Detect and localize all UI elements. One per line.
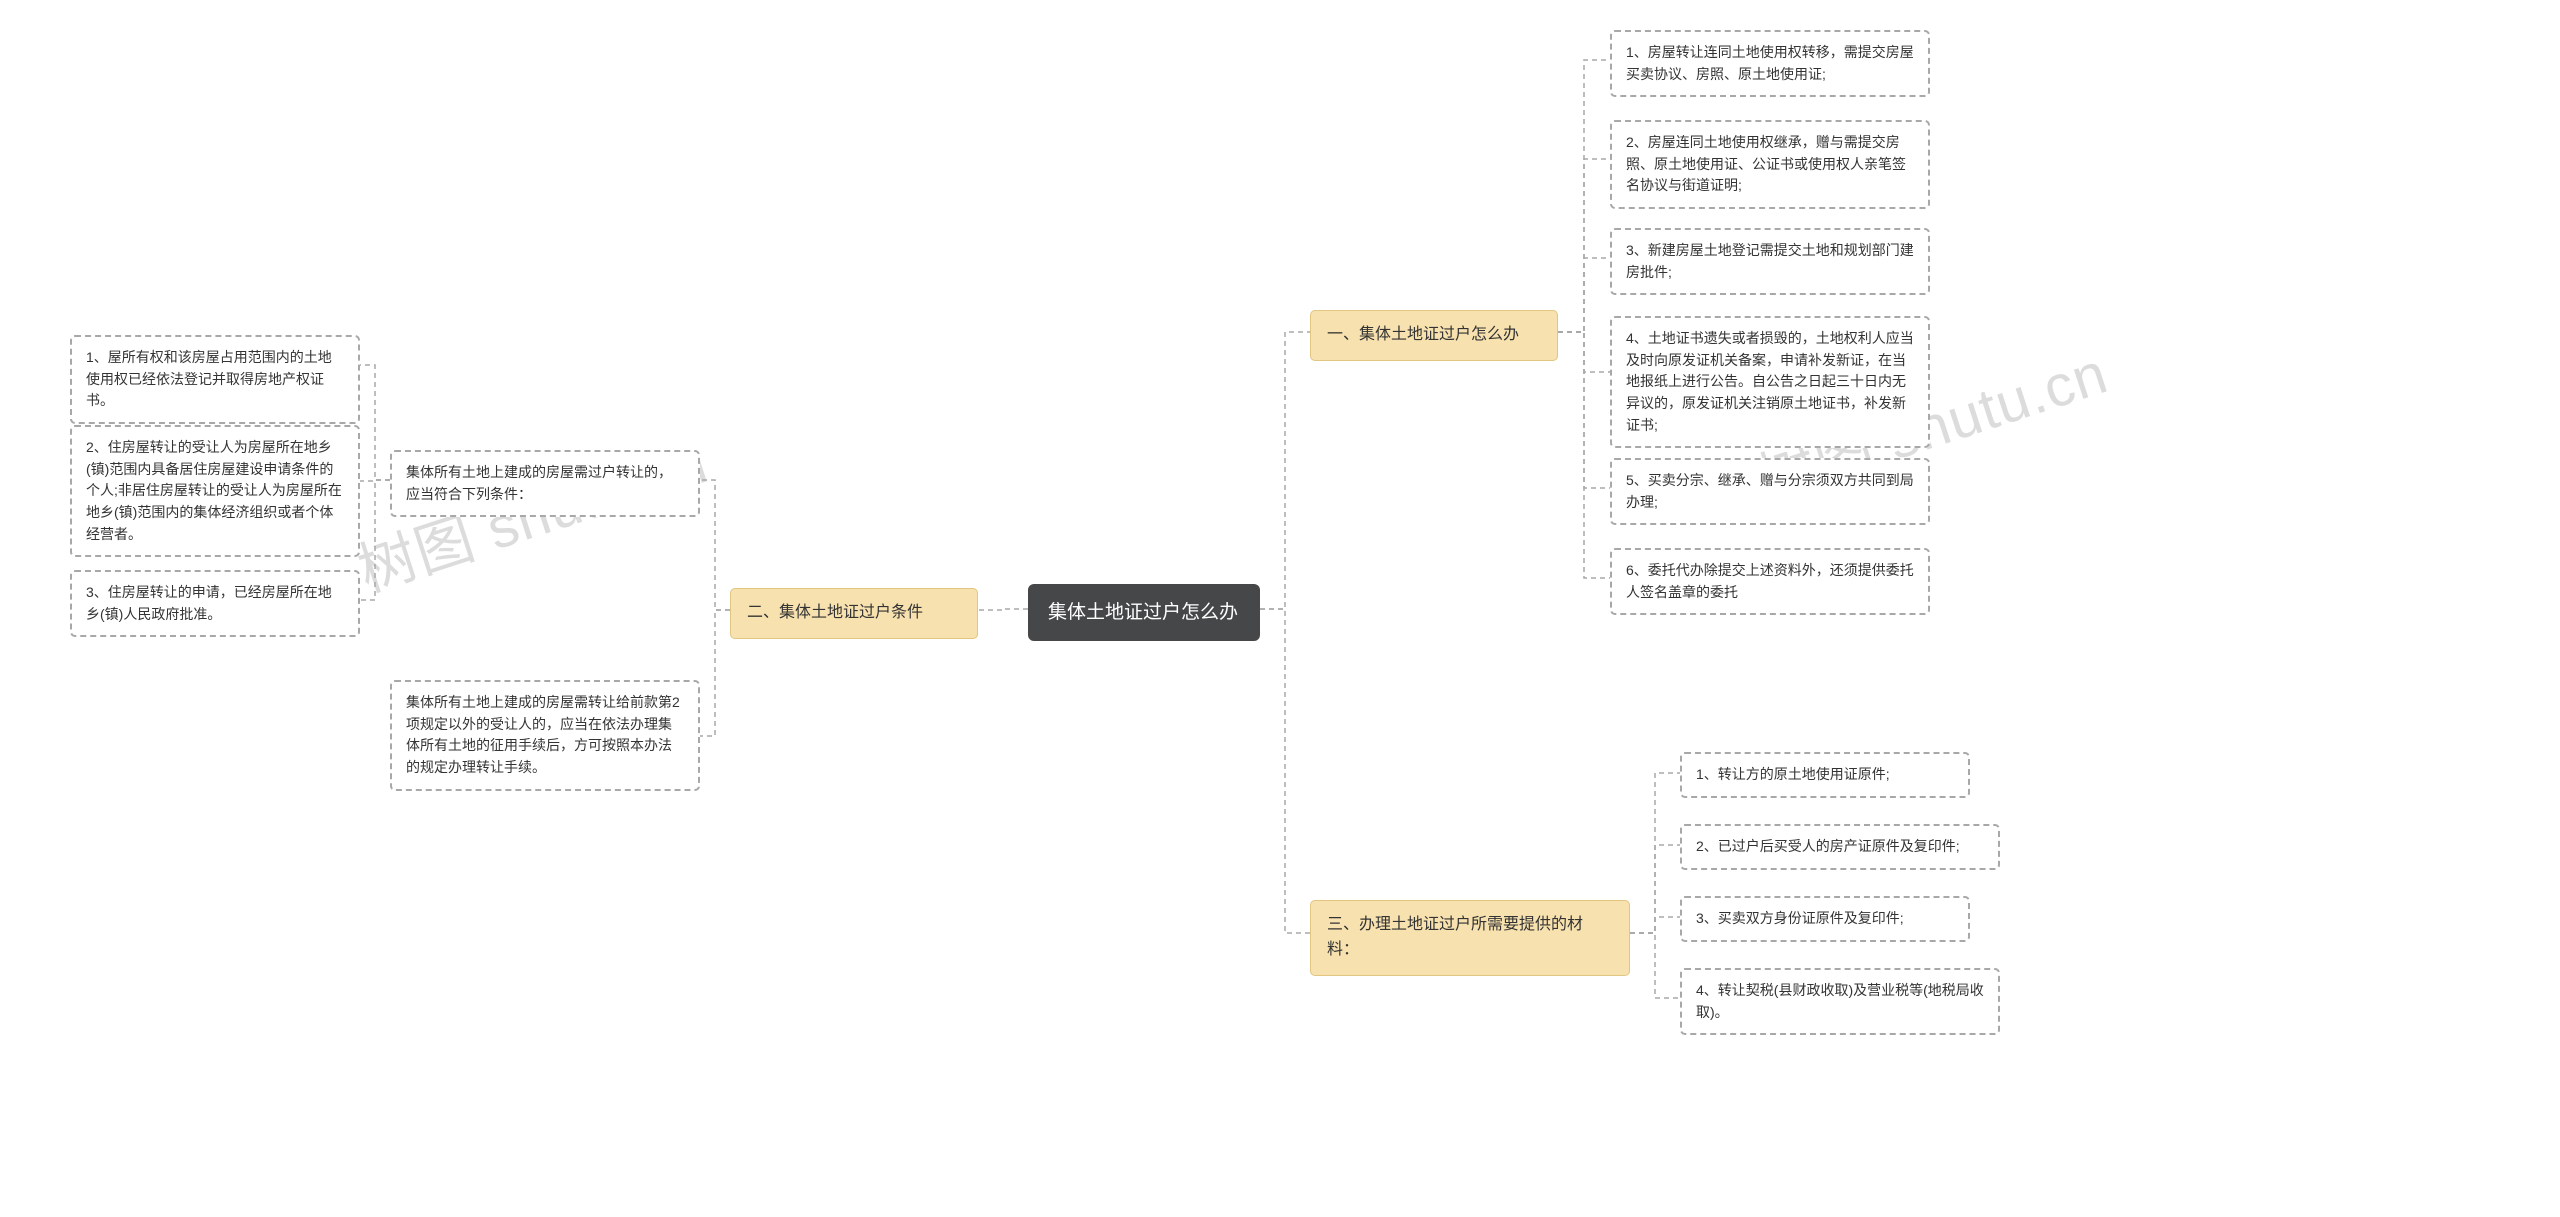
branch-2-sub-b: 集体所有土地上建成的房屋需转让给前款第2项规定以外的受让人的，应当在依法办理集体… [390,680,700,791]
branch-2-sub-a: 集体所有土地上建成的房屋需过户转让的，应当符合下列条件： [390,450,700,517]
leaf-node: 2、已过户后买受人的房产证原件及复印件; [1680,824,2000,870]
leaf-node: 4、转让契税(县财政收取)及营业税等(地税局收取)。 [1680,968,2000,1035]
leaf-node: 4、土地证书遗失或者损毁的，土地权利人应当及时向原发证机关备案，申请补发新证，在… [1610,316,1930,448]
leaf-node: 5、买卖分宗、继承、赠与分宗须双方共同到局办理; [1610,458,1930,525]
leaf-node: 1、屋所有权和该房屋占用范围内的土地使用权已经依法登记并取得房地产权证书。 [70,335,360,424]
leaf-node: 6、委托代办除提交上述资料外，还须提供委托人签名盖章的委托 [1610,548,1930,615]
leaf-node: 3、买卖双方身份证原件及复印件; [1680,896,1970,942]
leaf-node: 2、房屋连同土地使用权继承，赠与需提交房照、原土地使用证、公证书或使用权人亲笔签… [1610,120,1930,209]
connectors-layer [0,0,2560,1217]
leaf-node: 2、住房屋转让的受让人为房屋所在地乡(镇)范围内具备居住房屋建设申请条件的个人;… [70,425,360,557]
branch-section-3: 三、办理土地证过户所需要提供的材料： [1310,900,1630,976]
leaf-node: 3、住房屋转让的申请，已经房屋所在地乡(镇)人民政府批准。 [70,570,360,637]
leaf-node: 1、转让方的原土地使用证原件; [1680,752,1970,798]
branch-section-2: 二、集体土地证过户条件 [730,588,978,639]
leaf-node: 3、新建房屋土地登记需提交土地和规划部门建房批件; [1610,228,1930,295]
leaf-node: 1、房屋转让连同土地使用权转移，需提交房屋买卖协议、房照、原土地使用证; [1610,30,1930,97]
root-node: 集体土地证过户怎么办 [1028,584,1260,641]
branch-section-1: 一、集体土地证过户怎么办 [1310,310,1558,361]
